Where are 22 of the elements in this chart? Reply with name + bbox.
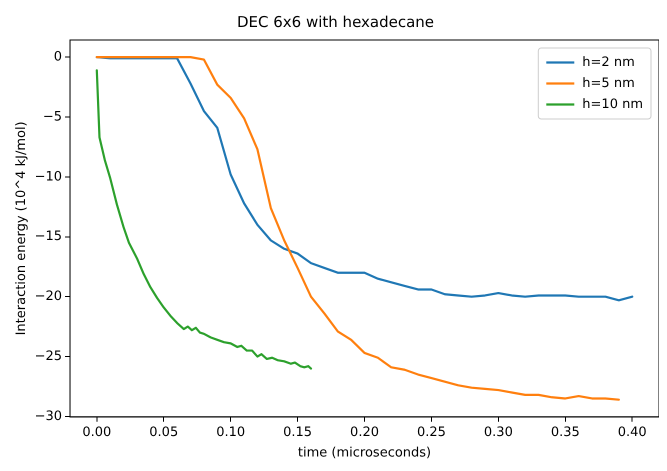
chart-title: DEC 6x6 with hexadecane (236, 12, 434, 31)
x-tick-label: 0.15 (283, 424, 312, 440)
x-tick-label: 0.25 (416, 424, 446, 440)
y-tick-label: −30 (34, 408, 62, 424)
x-tick-label: 0.00 (82, 424, 112, 440)
y-tick-label: −15 (34, 229, 62, 244)
y-tick-label: −20 (34, 289, 62, 304)
x-tick-label: 0.40 (618, 424, 647, 440)
legend-label: h=10 nm (582, 96, 644, 112)
x-tick-label: 0.10 (216, 424, 246, 440)
legend-label: h=2 nm (582, 54, 635, 70)
x-tick-label: 0.05 (149, 424, 178, 440)
y-tick-label: −5 (42, 109, 62, 124)
y-tick-label: 0 (54, 50, 62, 64)
x-axis-title: time (microseconds) (298, 446, 432, 461)
y-tick-label: −10 (34, 169, 62, 184)
x-tick-label: 0.35 (550, 424, 580, 440)
legend-label: h=5 nm (582, 76, 635, 91)
y-axis-title: Interaction energy (10^4 kJ/mol) (14, 121, 30, 336)
y-tick-label: −25 (34, 348, 62, 364)
x-tick-label: 0.20 (350, 424, 379, 440)
x-tick-label: 0.30 (484, 424, 513, 440)
